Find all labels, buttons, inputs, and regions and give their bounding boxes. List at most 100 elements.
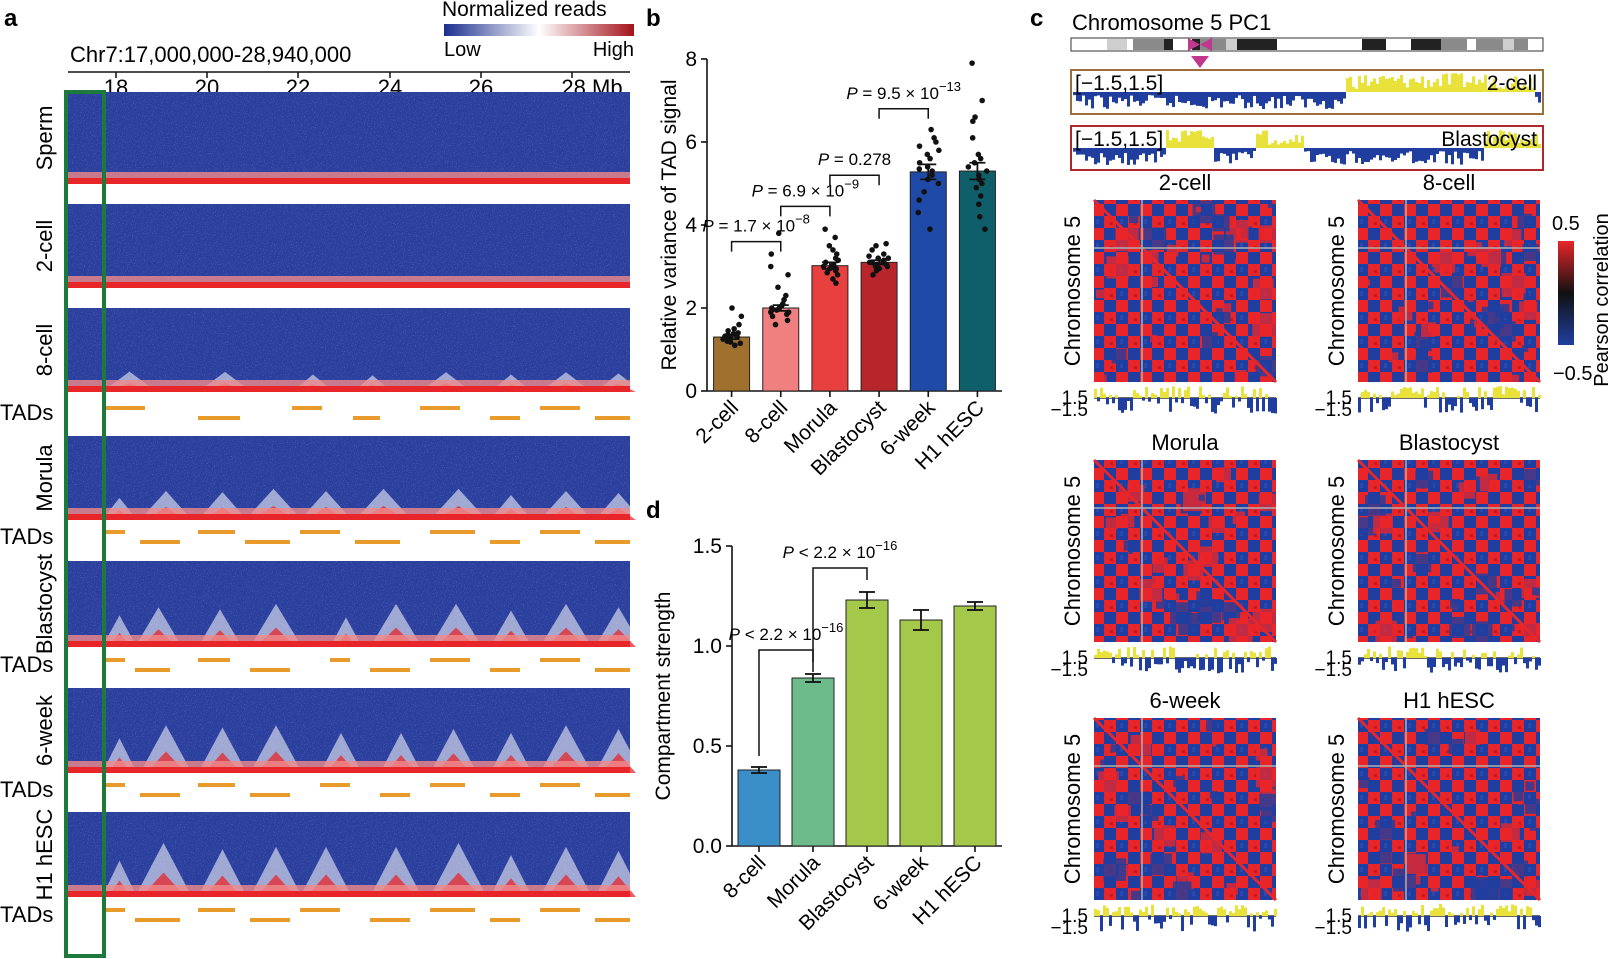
pc-bar: [1307, 148, 1310, 152]
pc-bar: [1223, 92, 1226, 102]
bar: [762, 307, 800, 392]
matrix-block: [1471, 621, 1493, 642]
pc-bar: [1301, 135, 1304, 148]
pc-bar: [1190, 130, 1193, 148]
data-point: [826, 242, 833, 249]
matrix-block: [1234, 370, 1247, 382]
pc-bar: [1085, 148, 1088, 161]
pc-bar: [1304, 92, 1307, 108]
matrix-block: [1130, 890, 1141, 900]
pc-bar: [1502, 88, 1505, 92]
matrix-ylabel: Chromosome 5: [1324, 476, 1349, 626]
pc-bar: [1274, 140, 1277, 148]
matrix-block: [1434, 251, 1456, 273]
matrix-block: [1212, 214, 1230, 232]
pc-bar: [1115, 148, 1118, 156]
pc-strip-bar: [1493, 916, 1496, 920]
pc-strip-bar: [1157, 398, 1160, 404]
matrix-block: [1504, 589, 1522, 607]
pc-bar: [1475, 148, 1478, 160]
pc-bar: [1502, 131, 1505, 148]
pc-strip-bar: [1460, 658, 1463, 668]
pc-strip-bar: [1142, 398, 1145, 401]
pc-bar: [1478, 148, 1481, 152]
panel-a: a Chr7:17,000,000-28,940,000 Normalized …: [0, 0, 642, 958]
pc-bar: [1256, 133, 1259, 148]
matrix-block: [1511, 374, 1520, 382]
data-point: [768, 305, 775, 311]
pc-strip-bar: [1145, 906, 1148, 916]
data-point: [929, 172, 935, 178]
pc-bar: [1280, 142, 1283, 148]
pc-bar: [1295, 134, 1298, 148]
pc-strip-bar: [1178, 913, 1181, 916]
pc-bar: [1214, 148, 1217, 162]
pc-strip-bar: [1457, 658, 1460, 663]
pc-bar: [1196, 92, 1199, 106]
comparison-bracket: [878, 108, 929, 119]
y-tick-label: 1.0: [693, 635, 722, 658]
pc-bar: [1403, 82, 1406, 92]
matrix-block: [1260, 807, 1276, 823]
pc-strip-bar: [1229, 658, 1232, 670]
pc-strip-bar: [1448, 398, 1451, 405]
pc-strip-bar: [1418, 652, 1421, 658]
ideogram-band: [1316, 39, 1341, 50]
pc-strip-bar: [1148, 398, 1151, 402]
pc-strip-bar: [1478, 658, 1481, 670]
pc-strip-bar: [1496, 658, 1499, 670]
pc-strip-bar: [1265, 648, 1268, 658]
pc-strip-bar: [1370, 658, 1373, 662]
pc-strip-bar: [1247, 916, 1250, 928]
matrix-block: [1178, 528, 1188, 538]
matrix-block: [1120, 513, 1135, 528]
hic-near-diagonal: [68, 276, 630, 282]
x-tick-label: 8-cell: [719, 851, 771, 903]
pc-bar: [1316, 92, 1319, 106]
matrix-1: 8-cell Chromosome 5 1.5−1.5: [1314, 170, 1542, 421]
bar: [845, 599, 889, 847]
pc-bar: [1379, 148, 1382, 161]
pc-strip-bar: [1217, 398, 1220, 406]
pc-strip-bar: [1097, 398, 1100, 402]
matrix-block: [1221, 602, 1241, 621]
pc-bar: [1466, 82, 1469, 92]
data-point: [915, 209, 922, 216]
pc-strip-bar: [1424, 398, 1427, 408]
pc-strip-bar: [1418, 916, 1421, 925]
pc-bar: [1532, 143, 1535, 148]
matrix-block: [1195, 206, 1202, 213]
pc-bar: [1181, 131, 1184, 148]
pc-bar: [1436, 148, 1439, 154]
pc-bar: [1124, 148, 1127, 154]
pc-bar: [1394, 80, 1397, 92]
pc-bar: [1337, 148, 1340, 159]
pc-strip-bar: [1205, 912, 1208, 916]
pc-bar: [1094, 92, 1097, 97]
pc-strip-bar: [1097, 648, 1100, 658]
pc-bar: [1412, 148, 1415, 164]
pc-bar: [1499, 87, 1502, 92]
data-point: [976, 176, 983, 183]
ideogram-band: [1127, 39, 1133, 50]
pc-strip-bar: [1370, 912, 1373, 916]
matrix-block: [1115, 227, 1139, 252]
pc-bar: [1517, 79, 1520, 92]
pc-strip-bar: [1175, 911, 1178, 916]
pc-strip-bar: [1370, 398, 1373, 412]
pc-strip-bar: [1394, 658, 1397, 672]
hic-diagonal: [68, 767, 630, 773]
pc-tick-label: 1.5: [1326, 648, 1352, 669]
pc-bar: [1337, 92, 1340, 102]
pc-bar: [1199, 130, 1202, 148]
pc-bar: [1457, 148, 1460, 159]
pc-strip-bar: [1430, 390, 1433, 398]
y-tick-label: 8: [685, 48, 697, 71]
pc-strip-bar: [1442, 907, 1445, 916]
pc-strip-bar: [1145, 658, 1148, 672]
matrix-block: [1208, 516, 1226, 533]
pc-strip-bar: [1205, 654, 1208, 658]
matrix-block: [1513, 791, 1524, 802]
pc-strip-bar: [1484, 652, 1487, 658]
colorbar-label: Pearson correlation: [1591, 213, 1613, 386]
